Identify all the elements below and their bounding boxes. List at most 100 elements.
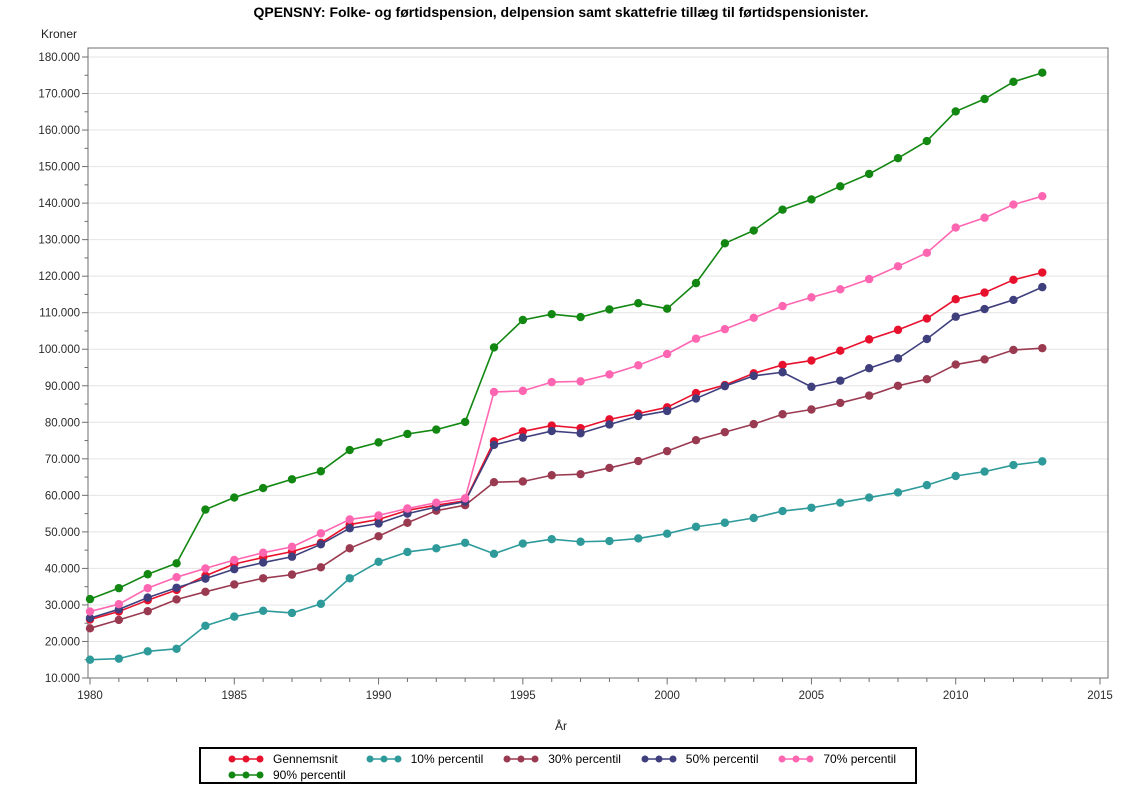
data-point	[836, 285, 845, 294]
data-point	[230, 555, 239, 565]
data-point	[345, 445, 354, 455]
data-point	[114, 615, 124, 625]
series-line	[89, 271, 1043, 621]
y-tick-label: 170.000	[38, 89, 80, 101]
data-point	[1009, 77, 1018, 87]
data-point	[374, 519, 383, 528]
data-point	[172, 572, 181, 582]
data-point	[547, 471, 556, 480]
y-tick-label: 110.000	[39, 308, 80, 320]
data-point	[547, 377, 556, 387]
data-point	[316, 599, 326, 609]
data-point	[287, 608, 297, 618]
y-tick-label: 160.000	[38, 125, 80, 137]
data-point	[114, 600, 124, 609]
data-point	[258, 606, 268, 615]
data-point	[951, 360, 960, 369]
series-line	[89, 286, 1043, 619]
x-axis: 1980 1985 1990 1995 2000 2005 2010 2015	[77, 678, 1113, 702]
plot-frame	[87, 47, 1109, 679]
data-point	[1038, 282, 1047, 292]
data-point	[980, 288, 989, 297]
data-point	[172, 644, 181, 653]
data-point	[432, 498, 441, 507]
data-point	[172, 595, 181, 604]
data-point	[893, 488, 903, 497]
data-point	[980, 355, 989, 364]
data-point	[605, 420, 614, 429]
y-tick-label: 80.000	[45, 417, 80, 429]
data-point	[576, 312, 585, 322]
data-point	[691, 394, 701, 403]
data-point	[662, 304, 672, 313]
data-point	[893, 262, 903, 271]
data-point	[258, 574, 268, 583]
data-point	[922, 374, 932, 384]
data-point	[1009, 275, 1018, 285]
series-10-percentil	[85, 457, 1047, 664]
data-point	[143, 647, 152, 656]
data-point	[864, 335, 874, 344]
data-point	[720, 518, 730, 527]
data-point	[634, 411, 643, 421]
y-tick-label: 90.000	[45, 381, 80, 393]
data-point	[230, 564, 239, 574]
y-tick-label: 180.000	[38, 52, 80, 64]
data-point	[778, 506, 787, 516]
data-point	[864, 364, 874, 373]
legend-label: Gennemsnit	[273, 752, 338, 766]
y-tick-label: 100.000	[38, 344, 80, 356]
data-point	[893, 325, 903, 335]
data-point	[489, 549, 499, 558]
data-point	[143, 593, 152, 602]
data-point	[201, 587, 210, 596]
data-point	[922, 248, 932, 257]
data-point	[576, 537, 585, 546]
data-point	[518, 315, 528, 325]
y-axis: 10.000 20.000 30.000 40.000 50.000 60.000 70.0…	[38, 52, 88, 685]
data-point	[403, 518, 412, 527]
data-point	[172, 583, 181, 592]
data-point	[951, 223, 960, 232]
data-point	[980, 94, 989, 104]
data-point	[1038, 268, 1047, 277]
data-point	[316, 467, 326, 476]
data-point	[893, 153, 903, 163]
data-point	[980, 213, 989, 222]
data-point	[720, 381, 730, 391]
data-point	[1038, 457, 1047, 466]
data-point	[807, 503, 816, 512]
data-point	[230, 612, 239, 621]
data-point	[951, 107, 960, 116]
data-point	[634, 534, 643, 543]
data-point	[1009, 200, 1018, 209]
data-point	[691, 334, 701, 343]
data-point	[864, 169, 874, 179]
data-point	[201, 505, 210, 514]
data-point	[1009, 295, 1018, 305]
data-point	[605, 370, 614, 379]
data-point	[489, 387, 499, 397]
legend-label: 10% percentil	[410, 752, 484, 766]
data-point	[807, 356, 816, 365]
x-axis-title: År	[555, 719, 567, 733]
x-tick-label: 1985	[221, 690, 247, 702]
data-point	[864, 274, 874, 284]
series-90-percentil	[85, 68, 1047, 604]
legend-label: 90% percentil	[273, 768, 346, 782]
data-point	[980, 304, 989, 314]
x-tick-label: 2015	[1087, 690, 1113, 702]
data-point	[807, 405, 816, 414]
data-point	[951, 312, 960, 321]
data-point	[662, 406, 672, 416]
legend-marker-icon	[503, 755, 539, 763]
legend-label: 50% percentil	[685, 752, 759, 766]
x-tick-label: 2005	[799, 690, 825, 702]
data-point	[460, 417, 470, 427]
data-point	[547, 309, 556, 319]
x-tick-label: 2000	[654, 690, 680, 702]
legend-label: 30% percentil	[548, 752, 621, 766]
data-point	[316, 540, 326, 549]
data-point	[576, 429, 585, 438]
